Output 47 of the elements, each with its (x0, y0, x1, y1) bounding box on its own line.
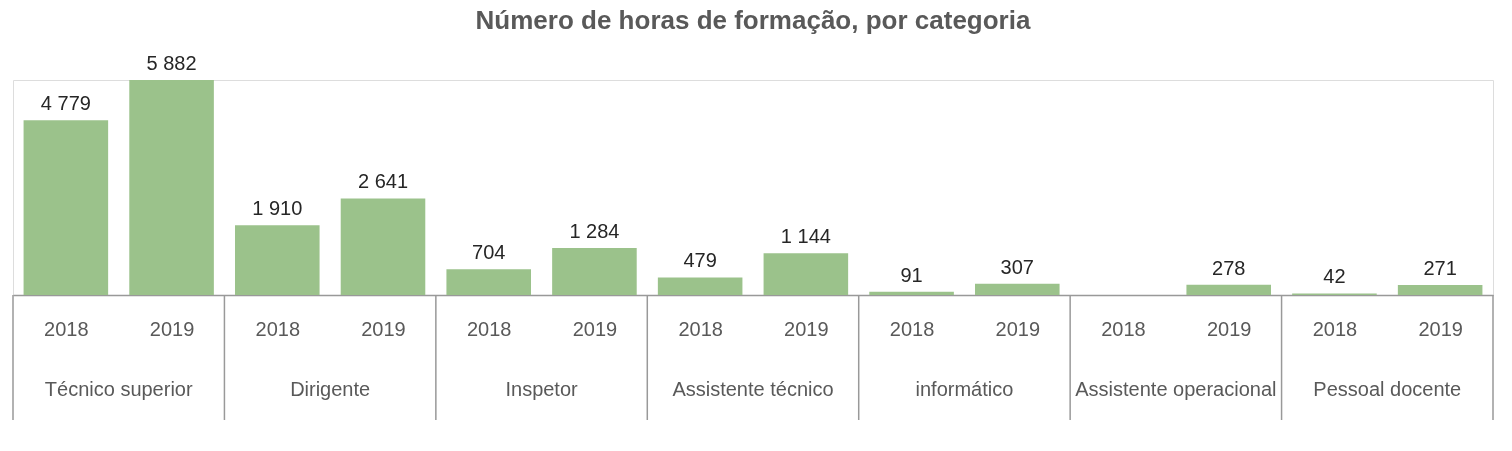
bar (1186, 284, 1271, 295)
bar (23, 120, 109, 295)
x-tick-label: 2019 (784, 317, 829, 340)
bar (657, 277, 743, 295)
x-tick-label: 2018 (466, 317, 512, 340)
x-tick-label: 2019 (1206, 317, 1252, 340)
data-label: 4 779 (40, 92, 91, 115)
bar (763, 253, 849, 295)
bar (446, 269, 531, 295)
x-tick-label: 2019 (149, 317, 195, 340)
x-tick-label: 2019 (995, 317, 1041, 340)
data-label: 2 641 (357, 170, 409, 193)
data-label: 91 (900, 263, 923, 286)
x-tick-label: 2018 (1312, 317, 1358, 340)
data-label: 1 910 (252, 197, 303, 220)
x-tick-label: 2018 (44, 317, 89, 340)
bar (975, 283, 1060, 295)
text: Assistente operacional (1075, 378, 1277, 400)
bar (235, 225, 320, 295)
x-tick-label: 2018 (1101, 317, 1146, 340)
bar (869, 291, 954, 295)
data-label: 307 (1000, 255, 1034, 278)
text: Dirigente (290, 378, 371, 400)
text: Inspetor (505, 378, 579, 400)
data-label: 1 284 (569, 220, 620, 243)
text: Técnico superior (44, 378, 193, 400)
data-label: 42 (1323, 265, 1346, 288)
bar (1397, 285, 1483, 295)
bar (129, 80, 214, 295)
x-tick-label: 2019 (1418, 317, 1463, 340)
data-label: 1 144 (780, 225, 831, 248)
x-tick-label: 2018 (678, 317, 723, 340)
bar (552, 248, 637, 295)
bar (340, 198, 426, 295)
x-tick-label: 2019 (361, 317, 406, 340)
x-tick-label: 2018 (255, 317, 301, 340)
data-label: 278 (1212, 256, 1246, 279)
data-label: 271 (1423, 257, 1457, 280)
chart-title: Número de horas de formação, por categoria (475, 5, 1031, 35)
data-label: 704 (472, 241, 506, 264)
text: informático (915, 378, 1014, 400)
data-label: 5 882 (146, 52, 197, 74)
x-tick-label: 2019 (572, 317, 618, 340)
data-label: 479 (683, 249, 717, 272)
text: Pessoal docente (1313, 378, 1462, 400)
text: Assistente técnico (672, 378, 834, 400)
x-tick-label: 2018 (889, 317, 935, 340)
